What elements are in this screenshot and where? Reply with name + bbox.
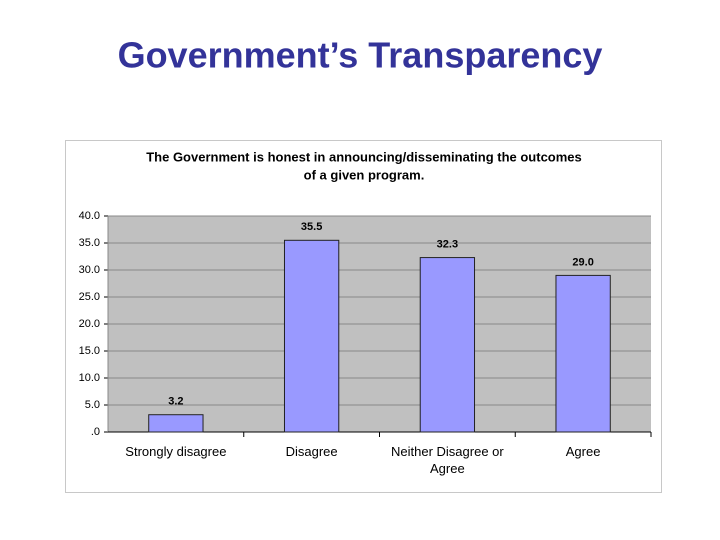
x-tick-label-box: Neither Disagree or Agree <box>391 444 504 476</box>
y-tick-label: 10.0 <box>79 372 100 384</box>
y-tick-label: 30.0 <box>79 264 100 276</box>
x-tick-label: Agree <box>565 444 601 459</box>
slide-title: Government’s Transparency <box>118 35 603 76</box>
bar <box>419 257 476 433</box>
x-tick-label-box: Disagree <box>285 444 338 459</box>
bar <box>283 239 340 433</box>
chart-title: of a given program. <box>304 167 425 182</box>
value-label: 32.3 <box>437 238 458 250</box>
bar <box>148 414 204 433</box>
y-tick-label: 20.0 <box>79 318 100 330</box>
y-tick-label: 25.0 <box>79 291 100 303</box>
y-tick-label: .0 <box>91 426 100 438</box>
bar <box>555 274 611 433</box>
value-label: 3.2 <box>168 396 183 408</box>
y-tick-label: 5.0 <box>85 399 100 411</box>
x-tick-label: Neither Disagree or Agree <box>391 444 504 476</box>
y-tick-label: 15.0 <box>79 345 100 357</box>
y-tick-label: 40.0 <box>79 210 100 222</box>
x-tick-label: Disagree <box>285 444 338 459</box>
value-label: 35.5 <box>301 221 322 233</box>
x-tick-label-box: Agree <box>565 444 601 459</box>
y-tick-label: 35.0 <box>79 237 100 249</box>
value-label: 29.0 <box>572 256 593 268</box>
chart-title: The Government is honest in announcing/d… <box>146 149 582 164</box>
x-tick-label-box: Strongly disagree <box>125 444 227 459</box>
x-tick-label: Strongly disagree <box>125 444 227 459</box>
